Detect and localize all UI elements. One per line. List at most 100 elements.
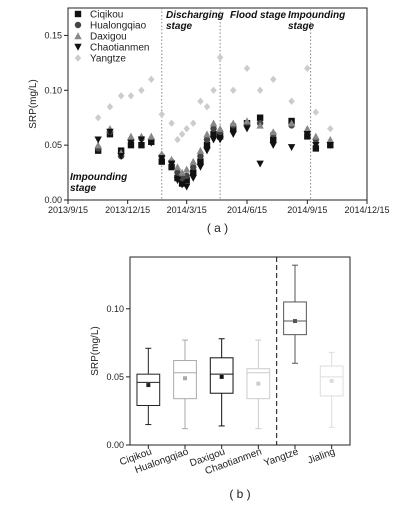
marker (287, 144, 296, 152)
marker (190, 169, 197, 176)
legend-label: Chaotianmen (90, 43, 149, 54)
marker (183, 172, 190, 180)
marker (203, 130, 211, 138)
marker (127, 92, 135, 100)
marker (182, 183, 191, 191)
marker (209, 119, 218, 127)
marker (106, 128, 114, 136)
y-tick-label: 0.10 (106, 304, 124, 314)
marker (117, 92, 125, 100)
marker (287, 119, 296, 127)
marker (312, 108, 320, 116)
annotation: Discharging stage (166, 10, 224, 32)
mean (146, 383, 151, 388)
mean (256, 381, 261, 386)
plot-frame (129, 256, 351, 446)
box (246, 368, 271, 400)
annotation: Impounding stage (70, 172, 128, 194)
mean (329, 378, 334, 383)
box (173, 360, 197, 400)
marker (216, 133, 224, 140)
marker (256, 121, 264, 129)
marker (303, 130, 312, 138)
x-tick-label: 2014/12/15 (344, 205, 389, 215)
y-tick-label: 0.10 (44, 85, 62, 95)
marker (183, 177, 190, 184)
marker (197, 97, 204, 105)
y-axis-title: SRP(mg/L) (90, 326, 101, 375)
annotation: Impounding stage (288, 10, 346, 32)
marker (147, 139, 155, 147)
annotation: Flood stage (230, 10, 287, 21)
x-tick-label: 2014/3/15 (167, 205, 207, 215)
legend-marker (74, 43, 82, 51)
marker (210, 86, 217, 94)
y-axis-title: SRP(mg/L) (28, 79, 39, 128)
marker (158, 110, 165, 119)
marker (178, 130, 186, 138)
caption: ( a ) (207, 221, 228, 235)
legend-marker (74, 21, 82, 29)
mean (219, 374, 224, 379)
y-tick-label: 0.00 (44, 195, 62, 205)
marker (216, 136, 224, 144)
marker (94, 114, 102, 122)
marker (209, 136, 218, 144)
marker (183, 124, 190, 133)
marker (243, 117, 251, 125)
marker (270, 75, 277, 84)
y-tick-label: 0.00 (106, 440, 124, 450)
marker (173, 177, 182, 184)
marker (203, 136, 211, 143)
marker (327, 124, 334, 133)
marker (137, 136, 146, 144)
marker (138, 141, 145, 149)
marker (304, 64, 311, 73)
marker (106, 103, 114, 111)
marker (269, 141, 277, 149)
marker (216, 53, 224, 62)
marker (243, 125, 251, 133)
marker (230, 125, 237, 132)
marker (269, 128, 277, 136)
marker (243, 64, 251, 73)
marker (190, 163, 197, 171)
marker (173, 163, 182, 171)
legend-label: Daxigou (90, 32, 127, 43)
marker (174, 135, 181, 144)
legend-marker (74, 54, 82, 62)
marker (148, 75, 155, 84)
x-tick-label: 2013/9/15 (48, 205, 88, 215)
marker (203, 147, 211, 155)
marker (127, 132, 135, 140)
marker (178, 168, 186, 176)
marker (174, 169, 181, 176)
x-tick-label: Yangtze (262, 446, 300, 469)
marker (229, 130, 237, 138)
marker (303, 124, 312, 132)
marker (197, 158, 204, 165)
legend-marker (74, 32, 82, 40)
marker (190, 119, 197, 127)
marker (203, 103, 211, 111)
marker (312, 132, 320, 140)
box (319, 365, 344, 397)
y-tick-label: 0.05 (106, 372, 124, 382)
marker (182, 165, 191, 173)
box (209, 357, 234, 394)
marker (168, 119, 175, 127)
legend-label: Yangtze (90, 54, 126, 65)
mean (293, 319, 297, 324)
marker (178, 181, 186, 189)
marker (210, 125, 217, 132)
x-tick-label: 2013/12/15 (105, 205, 150, 215)
marker (94, 141, 102, 149)
marker (189, 174, 197, 182)
marker (256, 160, 264, 168)
marker (167, 160, 176, 168)
box (136, 373, 161, 406)
marker (326, 141, 334, 149)
caption: ( b ) (229, 487, 250, 501)
